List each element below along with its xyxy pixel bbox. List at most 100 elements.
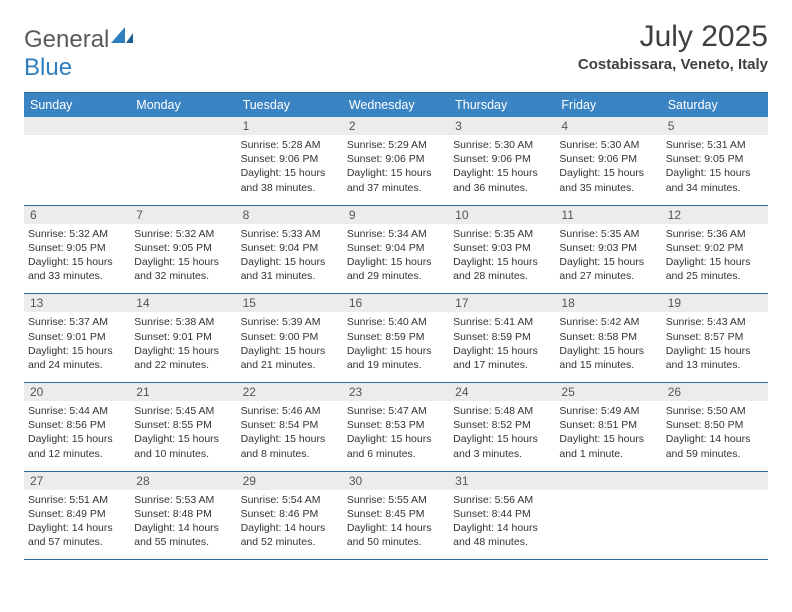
day-cell	[662, 490, 768, 560]
week-block: 13141516171819Sunrise: 5:37 AM Sunset: 9…	[24, 294, 768, 383]
day-number	[662, 472, 768, 490]
day-cell: Sunrise: 5:41 AM Sunset: 8:59 PM Dayligh…	[449, 312, 555, 382]
day-number: 10	[449, 206, 555, 224]
day-number	[24, 117, 130, 135]
day-cell: Sunrise: 5:42 AM Sunset: 8:58 PM Dayligh…	[555, 312, 661, 382]
day-cell: Sunrise: 5:46 AM Sunset: 8:54 PM Dayligh…	[237, 401, 343, 471]
content-row: Sunrise: 5:37 AM Sunset: 9:01 PM Dayligh…	[24, 312, 768, 382]
day-cell: Sunrise: 5:33 AM Sunset: 9:04 PM Dayligh…	[237, 224, 343, 294]
week-block: 12345Sunrise: 5:28 AM Sunset: 9:06 PM Da…	[24, 117, 768, 206]
day-cell: Sunrise: 5:36 AM Sunset: 9:02 PM Dayligh…	[662, 224, 768, 294]
day-number	[555, 472, 661, 490]
day-cell: Sunrise: 5:48 AM Sunset: 8:52 PM Dayligh…	[449, 401, 555, 471]
daynum-row: 12345	[24, 117, 768, 135]
logo-text: GeneralBlue	[24, 26, 133, 82]
day-cell	[555, 490, 661, 560]
day-number: 7	[130, 206, 236, 224]
day-header: Monday	[130, 93, 236, 117]
day-cell: Sunrise: 5:40 AM Sunset: 8:59 PM Dayligh…	[343, 312, 449, 382]
day-number: 31	[449, 472, 555, 490]
day-cell: Sunrise: 5:56 AM Sunset: 8:44 PM Dayligh…	[449, 490, 555, 560]
day-cell: Sunrise: 5:39 AM Sunset: 9:00 PM Dayligh…	[237, 312, 343, 382]
header: GeneralBlue July 2025 Costabissara, Vene…	[24, 20, 768, 82]
day-cell: Sunrise: 5:34 AM Sunset: 9:04 PM Dayligh…	[343, 224, 449, 294]
day-number: 14	[130, 294, 236, 312]
day-number: 8	[237, 206, 343, 224]
day-header: Friday	[555, 93, 661, 117]
logo-sail-icon	[111, 27, 133, 43]
day-cell: Sunrise: 5:55 AM Sunset: 8:45 PM Dayligh…	[343, 490, 449, 560]
day-cell: Sunrise: 5:45 AM Sunset: 8:55 PM Dayligh…	[130, 401, 236, 471]
logo-text-blue: Blue	[24, 54, 72, 81]
day-cell: Sunrise: 5:35 AM Sunset: 9:03 PM Dayligh…	[555, 224, 661, 294]
title-block: July 2025 Costabissara, Veneto, Italy	[578, 20, 768, 73]
daynum-row: 6789101112	[24, 206, 768, 224]
day-cell: Sunrise: 5:32 AM Sunset: 9:05 PM Dayligh…	[130, 224, 236, 294]
day-cell: Sunrise: 5:28 AM Sunset: 9:06 PM Dayligh…	[237, 135, 343, 205]
day-cell: Sunrise: 5:49 AM Sunset: 8:51 PM Dayligh…	[555, 401, 661, 471]
day-cell: Sunrise: 5:43 AM Sunset: 8:57 PM Dayligh…	[662, 312, 768, 382]
day-header: Tuesday	[237, 93, 343, 117]
daynum-row: 13141516171819	[24, 294, 768, 312]
day-number: 26	[662, 383, 768, 401]
day-cell: Sunrise: 5:38 AM Sunset: 9:01 PM Dayligh…	[130, 312, 236, 382]
content-row: Sunrise: 5:44 AM Sunset: 8:56 PM Dayligh…	[24, 401, 768, 471]
day-cell: Sunrise: 5:30 AM Sunset: 9:06 PM Dayligh…	[449, 135, 555, 205]
day-header: Thursday	[449, 93, 555, 117]
day-number: 11	[555, 206, 661, 224]
day-cell: Sunrise: 5:50 AM Sunset: 8:50 PM Dayligh…	[662, 401, 768, 471]
day-header-row: Sunday Monday Tuesday Wednesday Thursday…	[24, 93, 768, 117]
logo-text-gray: General	[24, 26, 109, 53]
content-row: Sunrise: 5:32 AM Sunset: 9:05 PM Dayligh…	[24, 224, 768, 294]
day-number: 2	[343, 117, 449, 135]
day-number: 17	[449, 294, 555, 312]
calendar: Sunday Monday Tuesday Wednesday Thursday…	[24, 92, 768, 560]
day-number: 16	[343, 294, 449, 312]
day-number: 30	[343, 472, 449, 490]
daynum-row: 2728293031	[24, 472, 768, 490]
day-number: 29	[237, 472, 343, 490]
day-number: 24	[449, 383, 555, 401]
day-number: 18	[555, 294, 661, 312]
day-number: 28	[130, 472, 236, 490]
day-cell: Sunrise: 5:32 AM Sunset: 9:05 PM Dayligh…	[24, 224, 130, 294]
day-number: 4	[555, 117, 661, 135]
day-number: 6	[24, 206, 130, 224]
day-number: 19	[662, 294, 768, 312]
content-row: Sunrise: 5:51 AM Sunset: 8:49 PM Dayligh…	[24, 490, 768, 560]
day-cell: Sunrise: 5:29 AM Sunset: 9:06 PM Dayligh…	[343, 135, 449, 205]
day-number: 3	[449, 117, 555, 135]
weeks-container: 12345Sunrise: 5:28 AM Sunset: 9:06 PM Da…	[24, 117, 768, 560]
logo: GeneralBlue	[24, 26, 133, 82]
day-cell: Sunrise: 5:47 AM Sunset: 8:53 PM Dayligh…	[343, 401, 449, 471]
day-header: Saturday	[662, 93, 768, 117]
day-number	[130, 117, 236, 135]
day-number: 27	[24, 472, 130, 490]
day-cell	[130, 135, 236, 205]
day-cell: Sunrise: 5:37 AM Sunset: 9:01 PM Dayligh…	[24, 312, 130, 382]
day-number: 20	[24, 383, 130, 401]
day-cell: Sunrise: 5:54 AM Sunset: 8:46 PM Dayligh…	[237, 490, 343, 560]
day-cell: Sunrise: 5:35 AM Sunset: 9:03 PM Dayligh…	[449, 224, 555, 294]
day-number: 15	[237, 294, 343, 312]
location: Costabissara, Veneto, Italy	[578, 56, 768, 73]
day-cell: Sunrise: 5:51 AM Sunset: 8:49 PM Dayligh…	[24, 490, 130, 560]
day-cell: Sunrise: 5:53 AM Sunset: 8:48 PM Dayligh…	[130, 490, 236, 560]
day-cell: Sunrise: 5:31 AM Sunset: 9:05 PM Dayligh…	[662, 135, 768, 205]
day-header: Sunday	[24, 93, 130, 117]
day-number: 1	[237, 117, 343, 135]
day-number: 25	[555, 383, 661, 401]
day-number: 9	[343, 206, 449, 224]
day-number: 5	[662, 117, 768, 135]
month-title: July 2025	[578, 20, 768, 54]
day-header: Wednesday	[343, 93, 449, 117]
day-number: 23	[343, 383, 449, 401]
week-block: 6789101112Sunrise: 5:32 AM Sunset: 9:05 …	[24, 206, 768, 295]
day-cell	[24, 135, 130, 205]
day-number: 13	[24, 294, 130, 312]
week-block: 2728293031Sunrise: 5:51 AM Sunset: 8:49 …	[24, 472, 768, 561]
day-cell: Sunrise: 5:44 AM Sunset: 8:56 PM Dayligh…	[24, 401, 130, 471]
content-row: Sunrise: 5:28 AM Sunset: 9:06 PM Dayligh…	[24, 135, 768, 205]
week-block: 20212223242526Sunrise: 5:44 AM Sunset: 8…	[24, 383, 768, 472]
day-number: 12	[662, 206, 768, 224]
